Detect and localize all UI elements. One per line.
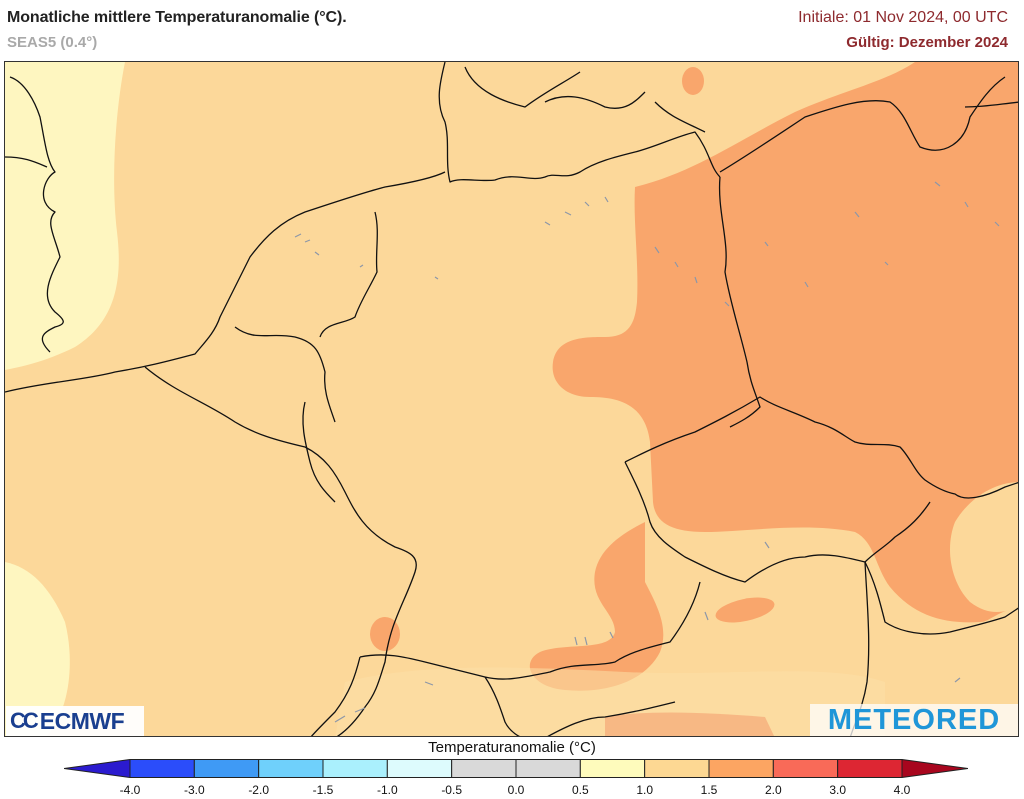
colorbar-max-arrow [901,759,968,778]
colorbar-tick-label: -4.0 [119,783,141,797]
colorbar-min-arrow [64,759,131,778]
model-subtitle: SEAS5 (0.4°) [7,34,98,51]
colorbar-tick-label: -1.0 [376,783,398,797]
meteored-logo: METEORED [810,704,1018,736]
colorbar-segment [193,759,260,778]
colorbar-tick-labels: -4.0 -3.0 -2.0 -1.5 -1.0 -0.5 0.0 0.5 1.0 1.5 2.0 3… [0,783,1024,799]
colorbar-segment [837,759,903,778]
ecmwf-logo: CC ECMWF [6,706,144,736]
colorbar-tick-label: 0.0 [507,783,525,797]
ecmwf-mark-icon: CC [10,708,39,733]
valid-period: Gültig: Dezember 2024 [846,34,1008,51]
map-title: Monatliche mittlere Temperaturanomalie (… [7,9,347,26]
colorbar-tick-label: -3.0 [183,783,205,797]
colorbar-segment [708,759,774,778]
colorbar [64,759,968,778]
colorbar-tick-label: 0.5 [571,783,589,797]
initialization-time: Initiale: 01 Nov 2024, 00 UTC [798,9,1008,26]
colorbar-segment [451,759,517,778]
colorbar-segment [258,759,324,778]
colorbar-segment [772,759,839,778]
anomaly-map [4,61,1019,737]
colorbar-tick-label: 4.0 [893,783,911,797]
ecmwf-logo-text: ECMWF [39,707,125,734]
colorbar-tick-label: -0.5 [441,783,462,797]
colorbar-tick-label: -2.0 [248,783,269,797]
colorbar-segment [579,759,646,778]
colorbar-tick-label: 1.5 [700,783,718,797]
colorbar-tick-label: 3.0 [829,783,846,797]
colorbar-segment [515,759,581,778]
colorbar-segment [644,759,710,778]
map-canvas [5,62,1018,736]
colorbar-segment [129,759,195,778]
colorbar-title: Temperaturanomalie (°C) [428,739,596,756]
colorbar-tick-label: -1.5 [312,783,334,797]
colorbar-segment [386,759,453,778]
colorbar-tick-label: 2.0 [764,783,782,797]
colorbar-segment [322,759,388,778]
colorbar-tick-label: 1.0 [636,783,653,797]
